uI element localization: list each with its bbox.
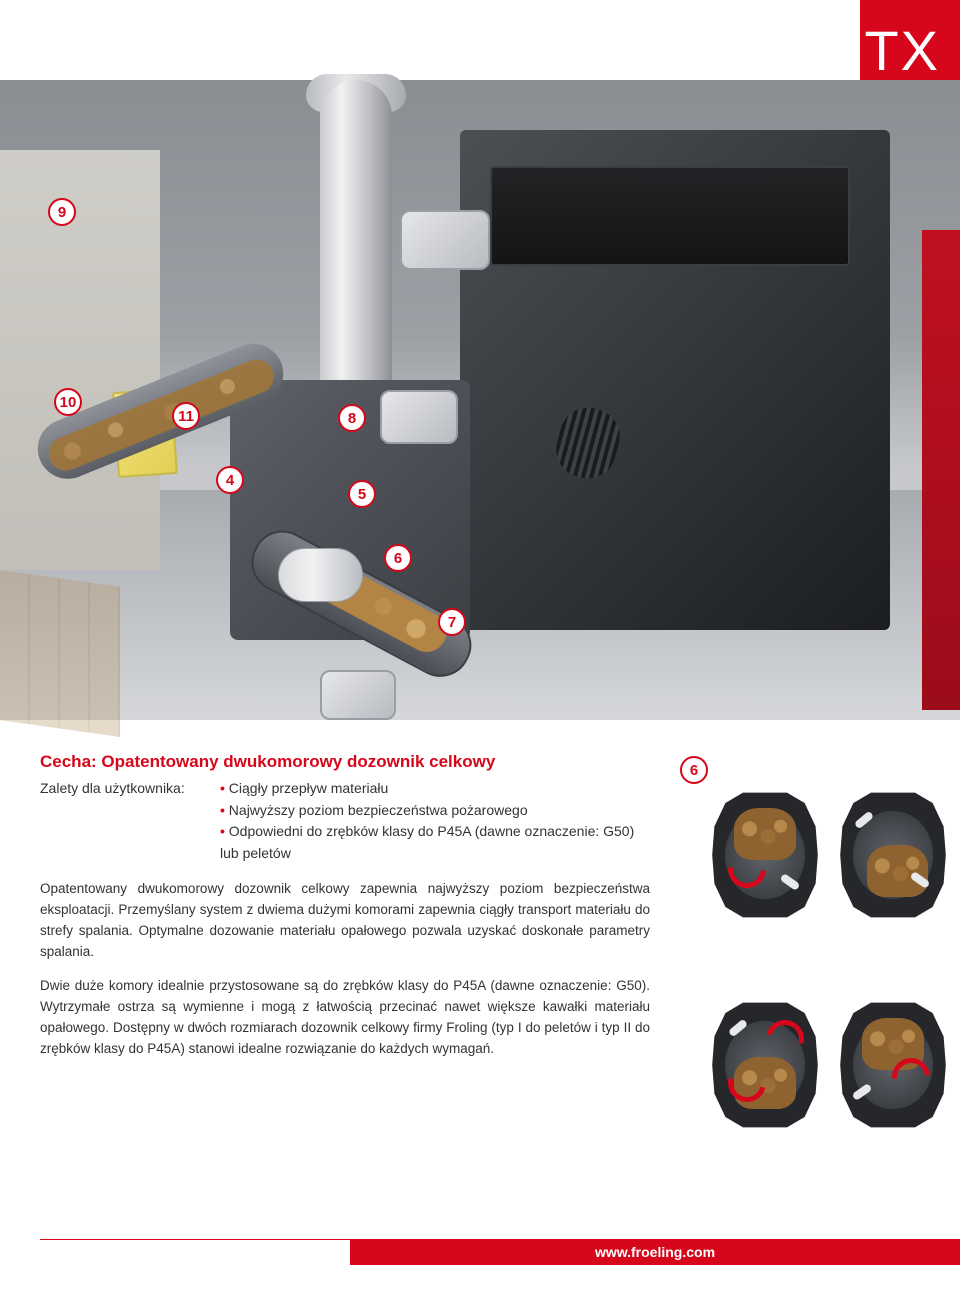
benefits-row: Zalety dla użytkownika: Ciągły przepływ … bbox=[40, 778, 650, 865]
benefit-item: Najwyższy poziom bezpieczeństwa pożarowe… bbox=[220, 800, 650, 822]
footer-url: www.froeling.com bbox=[595, 1244, 715, 1260]
cross-section-top-left bbox=[710, 790, 820, 920]
feature-title: Cecha: Opatentowany dwukomorowy dozownik… bbox=[40, 752, 650, 772]
hero-illustration bbox=[0, 80, 960, 720]
hero-wall-left bbox=[0, 150, 160, 570]
callout-10: 10 bbox=[54, 388, 82, 416]
cross-section-bottom-left bbox=[710, 1000, 820, 1130]
callout-7: 7 bbox=[438, 608, 466, 636]
benefits-list: Ciągły przepływ materiału Najwyższy pozi… bbox=[220, 778, 650, 865]
cross-section-top-right bbox=[838, 790, 948, 920]
footer-bar: www.froeling.com bbox=[350, 1239, 960, 1265]
callout-4: 4 bbox=[216, 466, 244, 494]
paragraph-2: Dwie duże komory idealnie przystosowane … bbox=[40, 976, 650, 1060]
callout-6-side: 6 bbox=[680, 756, 708, 784]
hero-boiler-panel bbox=[490, 166, 850, 266]
benefits-label: Zalety dla użytkownika: bbox=[40, 778, 220, 865]
hero-boiler-side-red bbox=[922, 230, 960, 710]
content-block: Cecha: Opatentowany dwukomorowy dozownik… bbox=[40, 752, 650, 1060]
callout-6: 6 bbox=[384, 544, 412, 572]
hero-wall-bricks bbox=[0, 570, 120, 737]
hero-cyl-motor bbox=[278, 548, 363, 602]
benefit-item: Odpowiedni do zrębków klasy do P45A (daw… bbox=[220, 821, 650, 864]
cross-section-bottom-right bbox=[838, 1000, 948, 1130]
benefit-item: Ciągły przepływ materiału bbox=[220, 778, 650, 800]
model-label: TX bbox=[864, 18, 940, 83]
hero-motor-mid bbox=[380, 390, 458, 444]
callout-5: 5 bbox=[348, 480, 376, 508]
hero-motor-bottom bbox=[320, 670, 396, 720]
callout-9: 9 bbox=[48, 198, 76, 226]
paragraph-1: Opatentowany dwukomorowy dozownik celkow… bbox=[40, 879, 650, 963]
page-number: 9 bbox=[911, 1245, 920, 1263]
hero-motor-top bbox=[400, 210, 490, 270]
callout-8: 8 bbox=[338, 404, 366, 432]
callout-11: 11 bbox=[172, 402, 200, 430]
